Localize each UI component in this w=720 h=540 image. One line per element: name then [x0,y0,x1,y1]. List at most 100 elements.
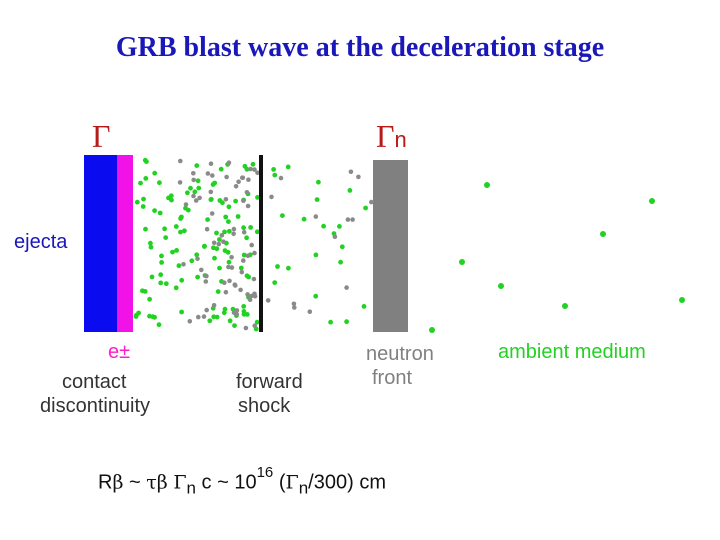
particle-dot [221,310,227,316]
particle-dot [196,314,201,320]
particle-dot [223,289,229,295]
particle-dot [178,229,183,235]
particle-dot [208,189,214,195]
particle-dot [211,303,217,308]
particle-dot [271,167,276,172]
ejecta-region [84,155,117,332]
particle-dot [181,262,186,267]
particle-dot [241,252,247,258]
particle-dot [158,280,164,286]
particle-dot [207,318,213,324]
particle-dot [214,246,220,252]
particle-dot [241,198,246,203]
particle-dot [183,205,188,211]
particle-dot [157,210,163,216]
particle-dot [169,197,174,203]
particle-dot [178,216,184,221]
formula-gamma-2: Γ [285,471,299,494]
ambient-particle [562,303,568,309]
particle-dot [226,204,232,210]
formula-beta: β [112,471,124,494]
particle-dot [344,285,349,290]
particle-dot [313,214,319,219]
particle-dot [238,265,244,271]
particle-dot [226,264,231,270]
particle-dot [241,225,247,231]
particle-dot [280,213,285,219]
particle-dot [191,177,196,183]
particle-dot [347,188,353,193]
particle-dot [208,161,214,166]
particle-dot [223,214,229,220]
particle-dot [350,217,355,222]
particle-dot [235,214,241,219]
ambient-particle [484,182,490,188]
particle-dot [185,190,190,196]
particle-dot [236,179,241,185]
particle-dot [241,304,247,309]
particle-dot [215,289,221,294]
particle-dot [255,195,260,200]
particle-dot [195,274,201,280]
particle-dot [163,235,169,241]
particle-dot [339,244,345,250]
particle-dot [174,248,180,253]
particle-dot [344,319,349,325]
electron-layer [117,155,133,332]
particle-dot [212,180,218,186]
particle-dot [156,322,162,328]
particle-dot [136,310,142,316]
particle-dot [162,226,168,232]
ambient-particle [498,283,504,289]
particle-dot [203,279,209,284]
particle-dot [199,267,204,273]
particle-dot [147,313,152,319]
neutron-front-label-line1: neutron [366,343,434,365]
particle-dot [245,292,250,297]
particle-dot [134,199,140,205]
particle-dot [178,158,183,164]
particle-dot [249,293,254,299]
particle-dot [152,314,158,320]
particle-dot [286,265,291,271]
particle-dot [138,180,143,186]
particle-dot [159,260,165,265]
particle-dot [328,319,333,325]
particle-dot [143,226,148,232]
particle-dot [223,197,229,202]
particle-dot [177,180,183,185]
particle-dot [244,190,250,195]
ambient-particle [459,259,465,265]
particle-dot [275,264,280,269]
particle-dot [226,259,232,265]
particle-dot [242,163,248,169]
neutron-front-label-line2: front [372,367,413,389]
particle-dot [204,307,209,313]
particle-dot [204,226,210,232]
particle-dot [285,164,291,170]
particle-dot [217,198,223,203]
particle-dot [212,255,217,261]
particle-dot [142,289,148,294]
particle-dot [152,170,158,176]
particle-dot [157,180,162,186]
particle-dot [170,249,175,255]
particle-dot [233,198,239,204]
particle-dot [173,224,179,229]
particle-dot [244,235,250,241]
particle-dot [147,296,153,302]
particle-dot [231,231,236,237]
particle-dot [189,258,195,264]
radius-formula: Rβ ~ τβ Γn c ~ 1016 (Γn/300) cm [98,464,386,499]
particle-dot [229,265,235,270]
particle-dot [255,170,260,176]
particle-dot [182,228,187,234]
particle-dot [231,226,237,232]
particle-dot [292,305,297,310]
particle-dot [194,163,200,169]
particle-dot [224,174,229,180]
particle-dot [239,269,245,275]
gray-particles [177,158,374,331]
particle-dot [301,216,307,222]
